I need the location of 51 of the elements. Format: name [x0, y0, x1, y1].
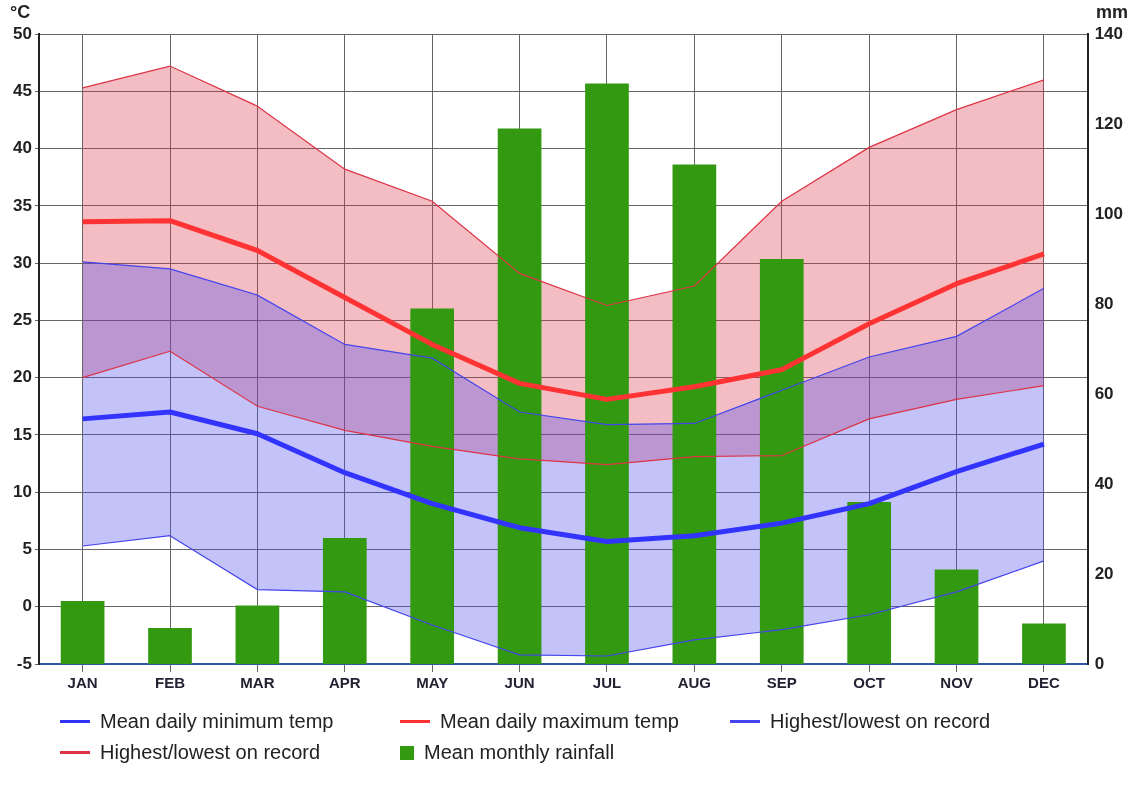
x-tick-label: APR [328, 674, 361, 692]
bar [847, 502, 891, 664]
legend-label: Mean daily maximum temp [440, 710, 679, 733]
bar [410, 308, 455, 664]
y2-tick-label: 60 [1094, 383, 1114, 403]
y-tick-label: 25 [12, 310, 32, 330]
x-tick-label: FEB [155, 674, 186, 692]
bar [148, 628, 192, 664]
bar [672, 164, 717, 664]
bar [322, 538, 367, 664]
bar [1022, 623, 1066, 664]
y-tick-label: 20 [12, 367, 32, 387]
y2-tick-label: 120 [1094, 113, 1124, 133]
x-tick-label: JAN [67, 674, 98, 692]
y2-tick-label: 100 [1094, 203, 1124, 223]
y-tick-label: 30 [12, 252, 32, 272]
y-tick-label: 50 [12, 23, 32, 43]
x-tick-label: NOV [940, 674, 973, 692]
x-tick-label: JUL [592, 674, 622, 692]
y2-axis-title: mm [1095, 1, 1128, 22]
x-tick-label: DEC [1028, 674, 1060, 692]
bar [235, 605, 280, 664]
bar [934, 569, 979, 664]
y2-tick-label: 20 [1094, 563, 1114, 583]
bar [759, 259, 804, 664]
bar [60, 601, 105, 664]
x-tick-label: OCT [853, 674, 885, 692]
y-tick-label: 10 [12, 481, 32, 501]
x-tick-label: JUN [504, 674, 535, 692]
y2-tick-label: 0 [1094, 653, 1105, 673]
bar [497, 128, 542, 664]
bar [585, 83, 629, 664]
legend-label: Mean monthly rainfall [424, 741, 615, 764]
x-tick-label: MAY [416, 674, 449, 692]
x-tick-label: SEP [766, 674, 797, 692]
legend-label: Highest/lowest on record [770, 710, 991, 733]
x-tick-label: AUG [677, 674, 712, 692]
y-tick-label: 15 [12, 424, 32, 444]
x-tick-label: MAR [240, 674, 275, 692]
y-axis-title: °C [10, 1, 31, 22]
y-tick-label: -5 [16, 653, 32, 673]
y-tick-label: 5 [22, 539, 32, 559]
y2-tick-label: 80 [1094, 293, 1114, 313]
y2-tick-label: 40 [1094, 473, 1114, 493]
y-tick-label: 45 [12, 80, 32, 100]
legend-label: Highest/lowest on record [100, 741, 321, 764]
y-tick-label: 35 [12, 195, 32, 215]
y-tick-label: 0 [22, 596, 32, 616]
y2-tick-label: 140 [1094, 23, 1124, 43]
legend-label: Mean daily minimum temp [100, 710, 334, 733]
y-tick-label: 40 [12, 138, 32, 158]
